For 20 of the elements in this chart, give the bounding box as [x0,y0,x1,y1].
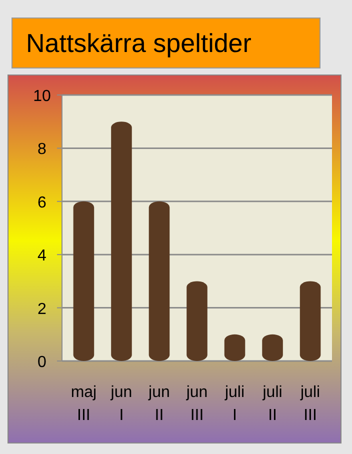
bar [148,201,170,361]
y-tick-label: 10 [33,88,51,105]
x-tick-label: juli III [300,384,320,424]
chart-title: Nattskärra speltider [26,28,252,58]
bar [186,281,208,361]
bar [300,281,321,361]
x-tick-label: maj III [70,384,97,424]
y-tick-label: 0 [38,354,47,371]
y-tick-label: 4 [38,248,47,265]
x-tick-label: jun III [185,384,208,424]
x-tick-label: juli I [224,384,245,424]
x-tick-label: jun I [110,384,132,424]
bar [111,122,132,361]
y-tick-label: 8 [38,141,47,158]
bar [262,334,283,361]
bar [73,201,94,361]
y-tick-label: 6 [38,194,47,212]
y-tick-label: 2 [38,300,47,318]
x-tick-label: jun II [148,384,170,424]
x-tick-label: juli II [262,384,282,424]
